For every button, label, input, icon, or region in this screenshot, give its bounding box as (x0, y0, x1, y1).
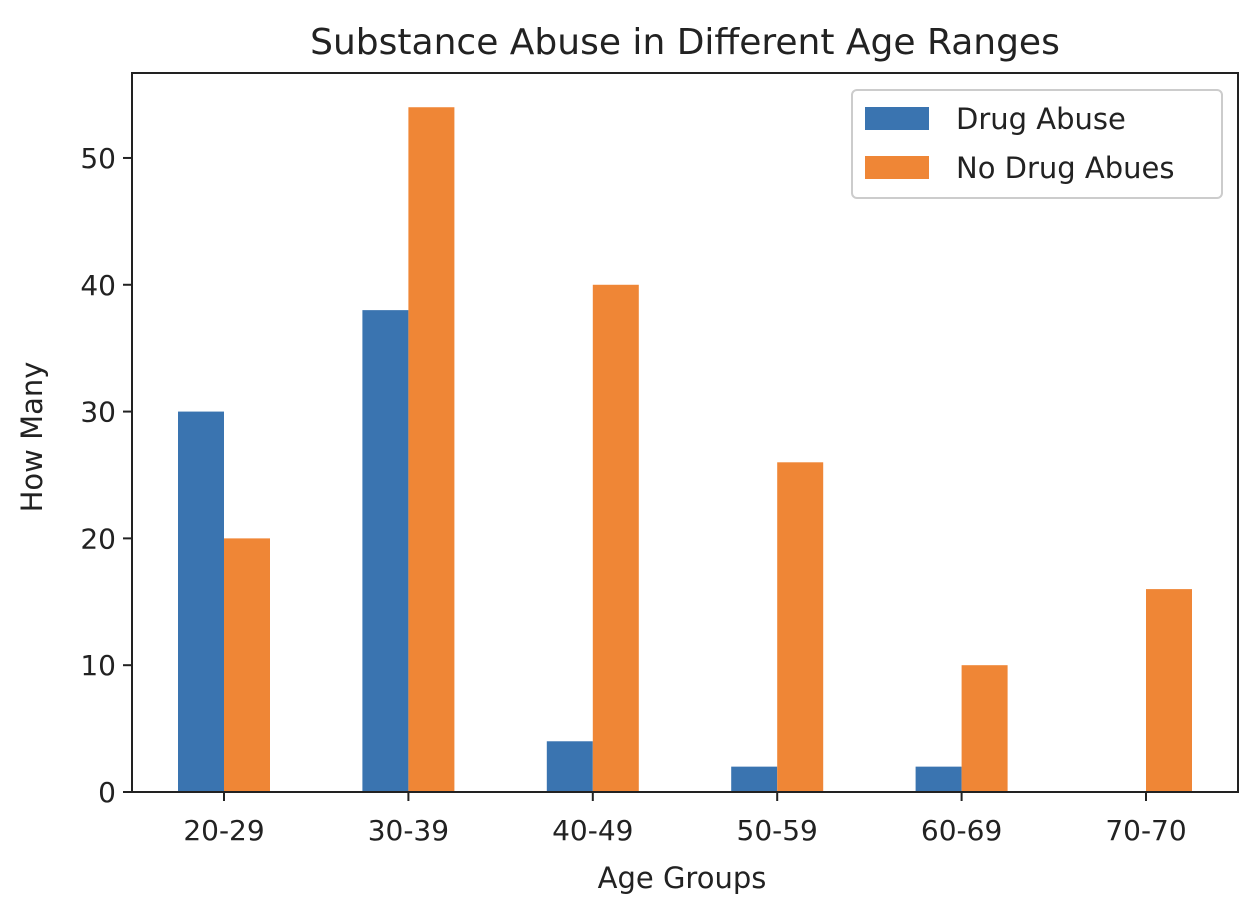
y-tick-label: 40 (80, 269, 116, 302)
bar-drug-abuse-40-49 (546, 741, 593, 792)
y-tick-label: 10 (80, 649, 116, 682)
legend-swatch (865, 156, 929, 179)
bar-no-drug-abues-50-59 (777, 462, 824, 792)
x-tick-label: 70-70 (1105, 814, 1186, 847)
x-tick-label: 20-29 (183, 814, 264, 847)
x-axis-label: Age Groups (598, 861, 767, 895)
legend: Drug Abuse No Drug Abues (851, 89, 1223, 199)
y-tick-label: 0 (98, 776, 116, 809)
bars-group (178, 107, 1192, 792)
x-tick-label: 60-69 (921, 814, 1002, 847)
x-tick-label: 40-49 (552, 814, 633, 847)
x-axis: 20-29 30-39 40-49 50-59 60-69 70-70 (183, 792, 1187, 847)
bar-no-drug-abues-30-39 (408, 107, 455, 792)
legend-box (851, 89, 1223, 199)
y-axis: 0 10 20 30 40 50 (80, 142, 132, 809)
legend-label: Drug Abuse (956, 102, 1126, 136)
bar-drug-abuse-60-69 (915, 766, 962, 792)
bar-drug-abuse-50-59 (731, 766, 778, 792)
x-tick-label: 30-39 (368, 814, 449, 847)
bar-no-drug-abues-70-70 (1146, 589, 1192, 792)
y-tick-label: 50 (80, 142, 116, 175)
bar-no-drug-abues-40-49 (592, 284, 639, 792)
bar-no-drug-abues-20-29 (224, 538, 270, 792)
y-tick-label: 20 (80, 522, 116, 555)
legend-label: No Drug Abues (956, 151, 1175, 185)
plot-frame (131, 72, 1239, 793)
chart-title: Substance Abuse in Different Age Ranges (310, 22, 1060, 63)
x-tick-label: 50-59 (737, 814, 818, 847)
bar-no-drug-abues-60-69 (961, 665, 1008, 792)
bar-drug-abuse-20-29 (178, 411, 224, 792)
bar-drug-abuse-30-39 (362, 310, 409, 792)
y-axis-label: How Many (15, 362, 49, 513)
legend-swatch (865, 107, 929, 130)
y-tick-label: 30 (80, 396, 116, 429)
